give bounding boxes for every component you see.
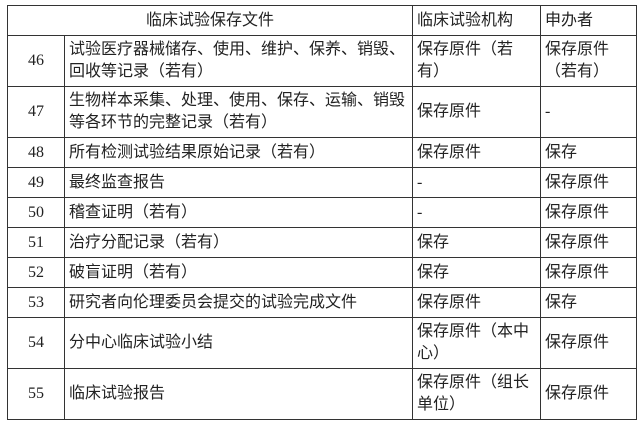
row-number: 50 [7, 197, 65, 228]
sponsor-cell: 保存原件 [540, 197, 638, 228]
table-row: 53 研究者向伦理委员会提交的试验完成文件 保存原件 保存 [7, 287, 638, 318]
sponsor-cell: 保存 [540, 137, 638, 168]
institution-cell: 保存 [412, 227, 542, 258]
institution-cell: - [412, 197, 542, 228]
institution-cell: 保存 [412, 257, 542, 288]
sponsor-cell: 保存原件 [540, 368, 638, 420]
row-number: 54 [7, 317, 65, 369]
row-number: 53 [7, 287, 65, 318]
sponsor-cell: 保存原件 [540, 317, 638, 369]
institution-cell: - [412, 167, 542, 198]
row-number: 55 [7, 368, 65, 420]
institution-cell: 保存原件（若有） [412, 35, 542, 87]
document-cell: 最终监查报告 [63, 167, 414, 198]
sponsor-cell: 保存原件 [540, 167, 638, 198]
document-cell: 治疗分配记录（若有） [63, 227, 414, 258]
institution-cell: 保存原件（组长单位） [412, 368, 542, 420]
table-row: 46 试验医疗器械储存、使用、维护、保养、销毁、回收等记录（若有） 保存原件（若有）… [7, 35, 638, 87]
document-cell: 研究者向伦理委员会提交的试验完成文件 [63, 287, 414, 318]
institution-cell: 保存原件 [412, 137, 542, 168]
row-number: 49 [7, 167, 65, 198]
document-cell: 破盲证明（若有） [63, 257, 414, 288]
table-row: 52 破盲证明（若有） 保存 保存原件 [7, 257, 638, 288]
table-row: 49 最终监查报告 - 保存原件 [7, 167, 638, 198]
table-row: 47 生物样本采集、处理、使用、保存、运输、销毁等各环节的完整记录（若有） 保存原件… [7, 86, 638, 138]
sponsor-cell: 保存原件 [540, 227, 638, 258]
sponsor-cell: - [540, 86, 638, 138]
sponsor-cell: 保存 [540, 287, 638, 318]
document-cell: 临床试验报告 [63, 368, 414, 420]
table-row: 55 临床试验报告 保存原件（组长单位） 保存原件 [7, 368, 638, 420]
document-cell: 试验医疗器械储存、使用、维护、保养、销毁、回收等记录（若有） [63, 35, 414, 87]
row-number: 47 [7, 86, 65, 138]
row-number: 52 [7, 257, 65, 288]
header-sponsor: 申办者 [540, 5, 638, 36]
table-row: 48 所有检测试验结果原始记录（若有） 保存原件 保存 [7, 137, 638, 168]
header-institution: 临床试验机构 [412, 5, 542, 36]
sponsor-cell: 保存原件（若有） [540, 35, 638, 87]
institution-cell: 保存原件 [412, 287, 542, 318]
row-number: 48 [7, 137, 65, 168]
table-row: 51 治疗分配记录（若有） 保存 保存原件 [7, 227, 638, 258]
table-row: 50 稽查证明（若有） - 保存原件 [7, 197, 638, 228]
document-cell: 稽查证明（若有） [63, 197, 414, 228]
row-number: 46 [7, 35, 65, 87]
row-number: 51 [7, 227, 65, 258]
header-document: 临床试验保存文件 [6, 5, 414, 36]
table-header-row: 临床试验保存文件 临床试验机构 申办者 [6, 5, 638, 36]
table-row: 54 分中心临床试验小结 保存原件（本中心） 保存原件 [7, 317, 638, 369]
institution-cell: 保存原件（本中心） [412, 317, 542, 369]
document-cell: 所有检测试验结果原始记录（若有） [63, 137, 414, 168]
institution-cell: 保存原件 [412, 86, 542, 138]
document-retention-table: 临床试验保存文件 临床试验机构 申办者 46 试验医疗器械储存、使用、维护、保养、… [6, 5, 638, 420]
document-cell: 生物样本采集、处理、使用、保存、运输、销毁等各环节的完整记录（若有） [63, 86, 414, 138]
document-cell: 分中心临床试验小结 [63, 317, 414, 369]
sponsor-cell: 保存原件 [540, 257, 638, 288]
